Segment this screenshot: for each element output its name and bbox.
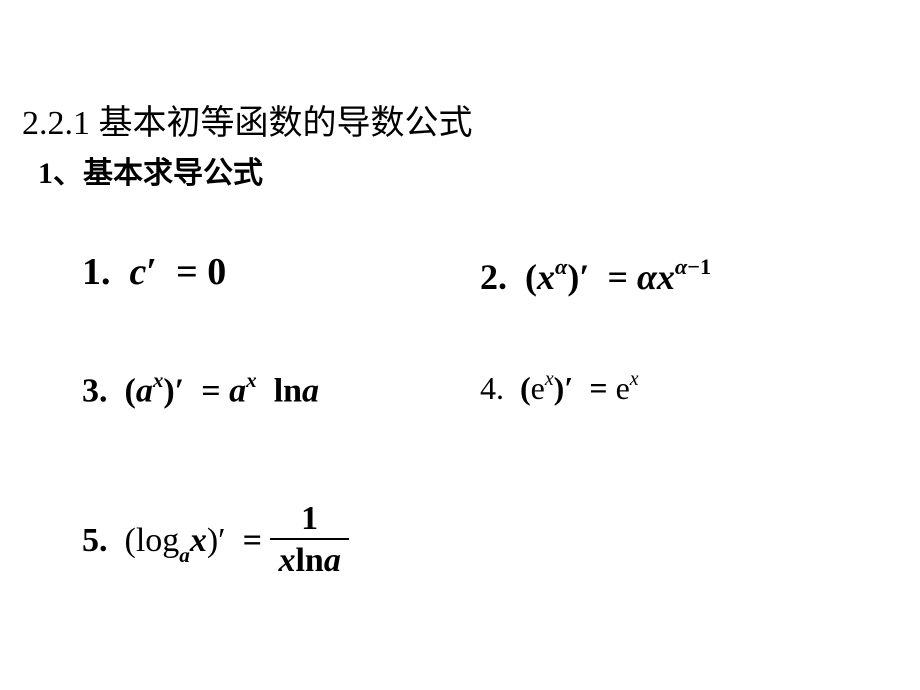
formula-5: 5. (logax)′ = 1 xlna [82, 505, 349, 581]
formula-5-fraction: 1 xlna [270, 502, 348, 578]
formula-1-label: 1. [82, 251, 111, 293]
formula-4: 4. (ex)′ = ex [480, 370, 639, 407]
formula-2-exp: α [555, 254, 567, 279]
formula-4-base: e [531, 370, 545, 406]
formula-4-label: 4. [480, 370, 504, 406]
formula-3: 3. (ax)′ = ax lna [82, 370, 319, 410]
formula-3-exp: x [153, 368, 164, 392]
formula-5-fn-sub: a [179, 543, 190, 567]
formula-5-frac-bot-arg: a [324, 542, 341, 579]
formula-4-rhs-base: e [616, 370, 630, 406]
formula-3-fn-arg: a [302, 372, 319, 409]
formula-1-rhs: 0 [207, 251, 226, 293]
formula-3-base: a [136, 372, 153, 409]
formula-5-label: 5. [82, 522, 108, 559]
formula-5-frac-top: 1 [301, 500, 318, 537]
formula-2-rhs-exp-l: α [675, 254, 687, 279]
formula-2-rhs-exp-r: 1 [700, 254, 711, 279]
formula-2-label: 2. [480, 257, 507, 297]
formula-4-rhs-exp: x [630, 368, 639, 390]
formula-2-base: x [537, 257, 555, 297]
formula-5-frac-bot-var: x [278, 542, 295, 579]
formula-2-rhs-coef: α [637, 257, 657, 297]
formula-5-frac-bot-fn: ln [295, 542, 323, 579]
subsection-heading: 1、基本求导公式 [38, 148, 263, 192]
subheading-title: 基本求导公式 [83, 157, 263, 190]
formula-3-rhs-base: a [229, 372, 246, 409]
formula-5-fn-arg: x [190, 522, 207, 559]
formula-4-exp: x [545, 368, 554, 390]
formula-3-label: 3. [82, 372, 108, 409]
formula-3-rhs-exp: x [246, 368, 257, 392]
heading-number: 2.2.1 [22, 105, 90, 142]
subheading-number: 1、 [38, 157, 83, 190]
formula-2: 2. (xα)′ = αxα−1 [480, 256, 711, 298]
formula-5-fn: log [136, 522, 179, 559]
heading-title: 基本初等函数的导数公式 [99, 105, 473, 142]
formula-3-fn: ln [274, 372, 302, 409]
formula-2-rhs-base: x [657, 257, 675, 297]
formula-1-lhs-var: c [130, 251, 147, 293]
formula-1: 1. c′ = 0 [82, 250, 226, 294]
section-heading: 2.2.1 基本初等函数的导数公式 [22, 95, 473, 144]
